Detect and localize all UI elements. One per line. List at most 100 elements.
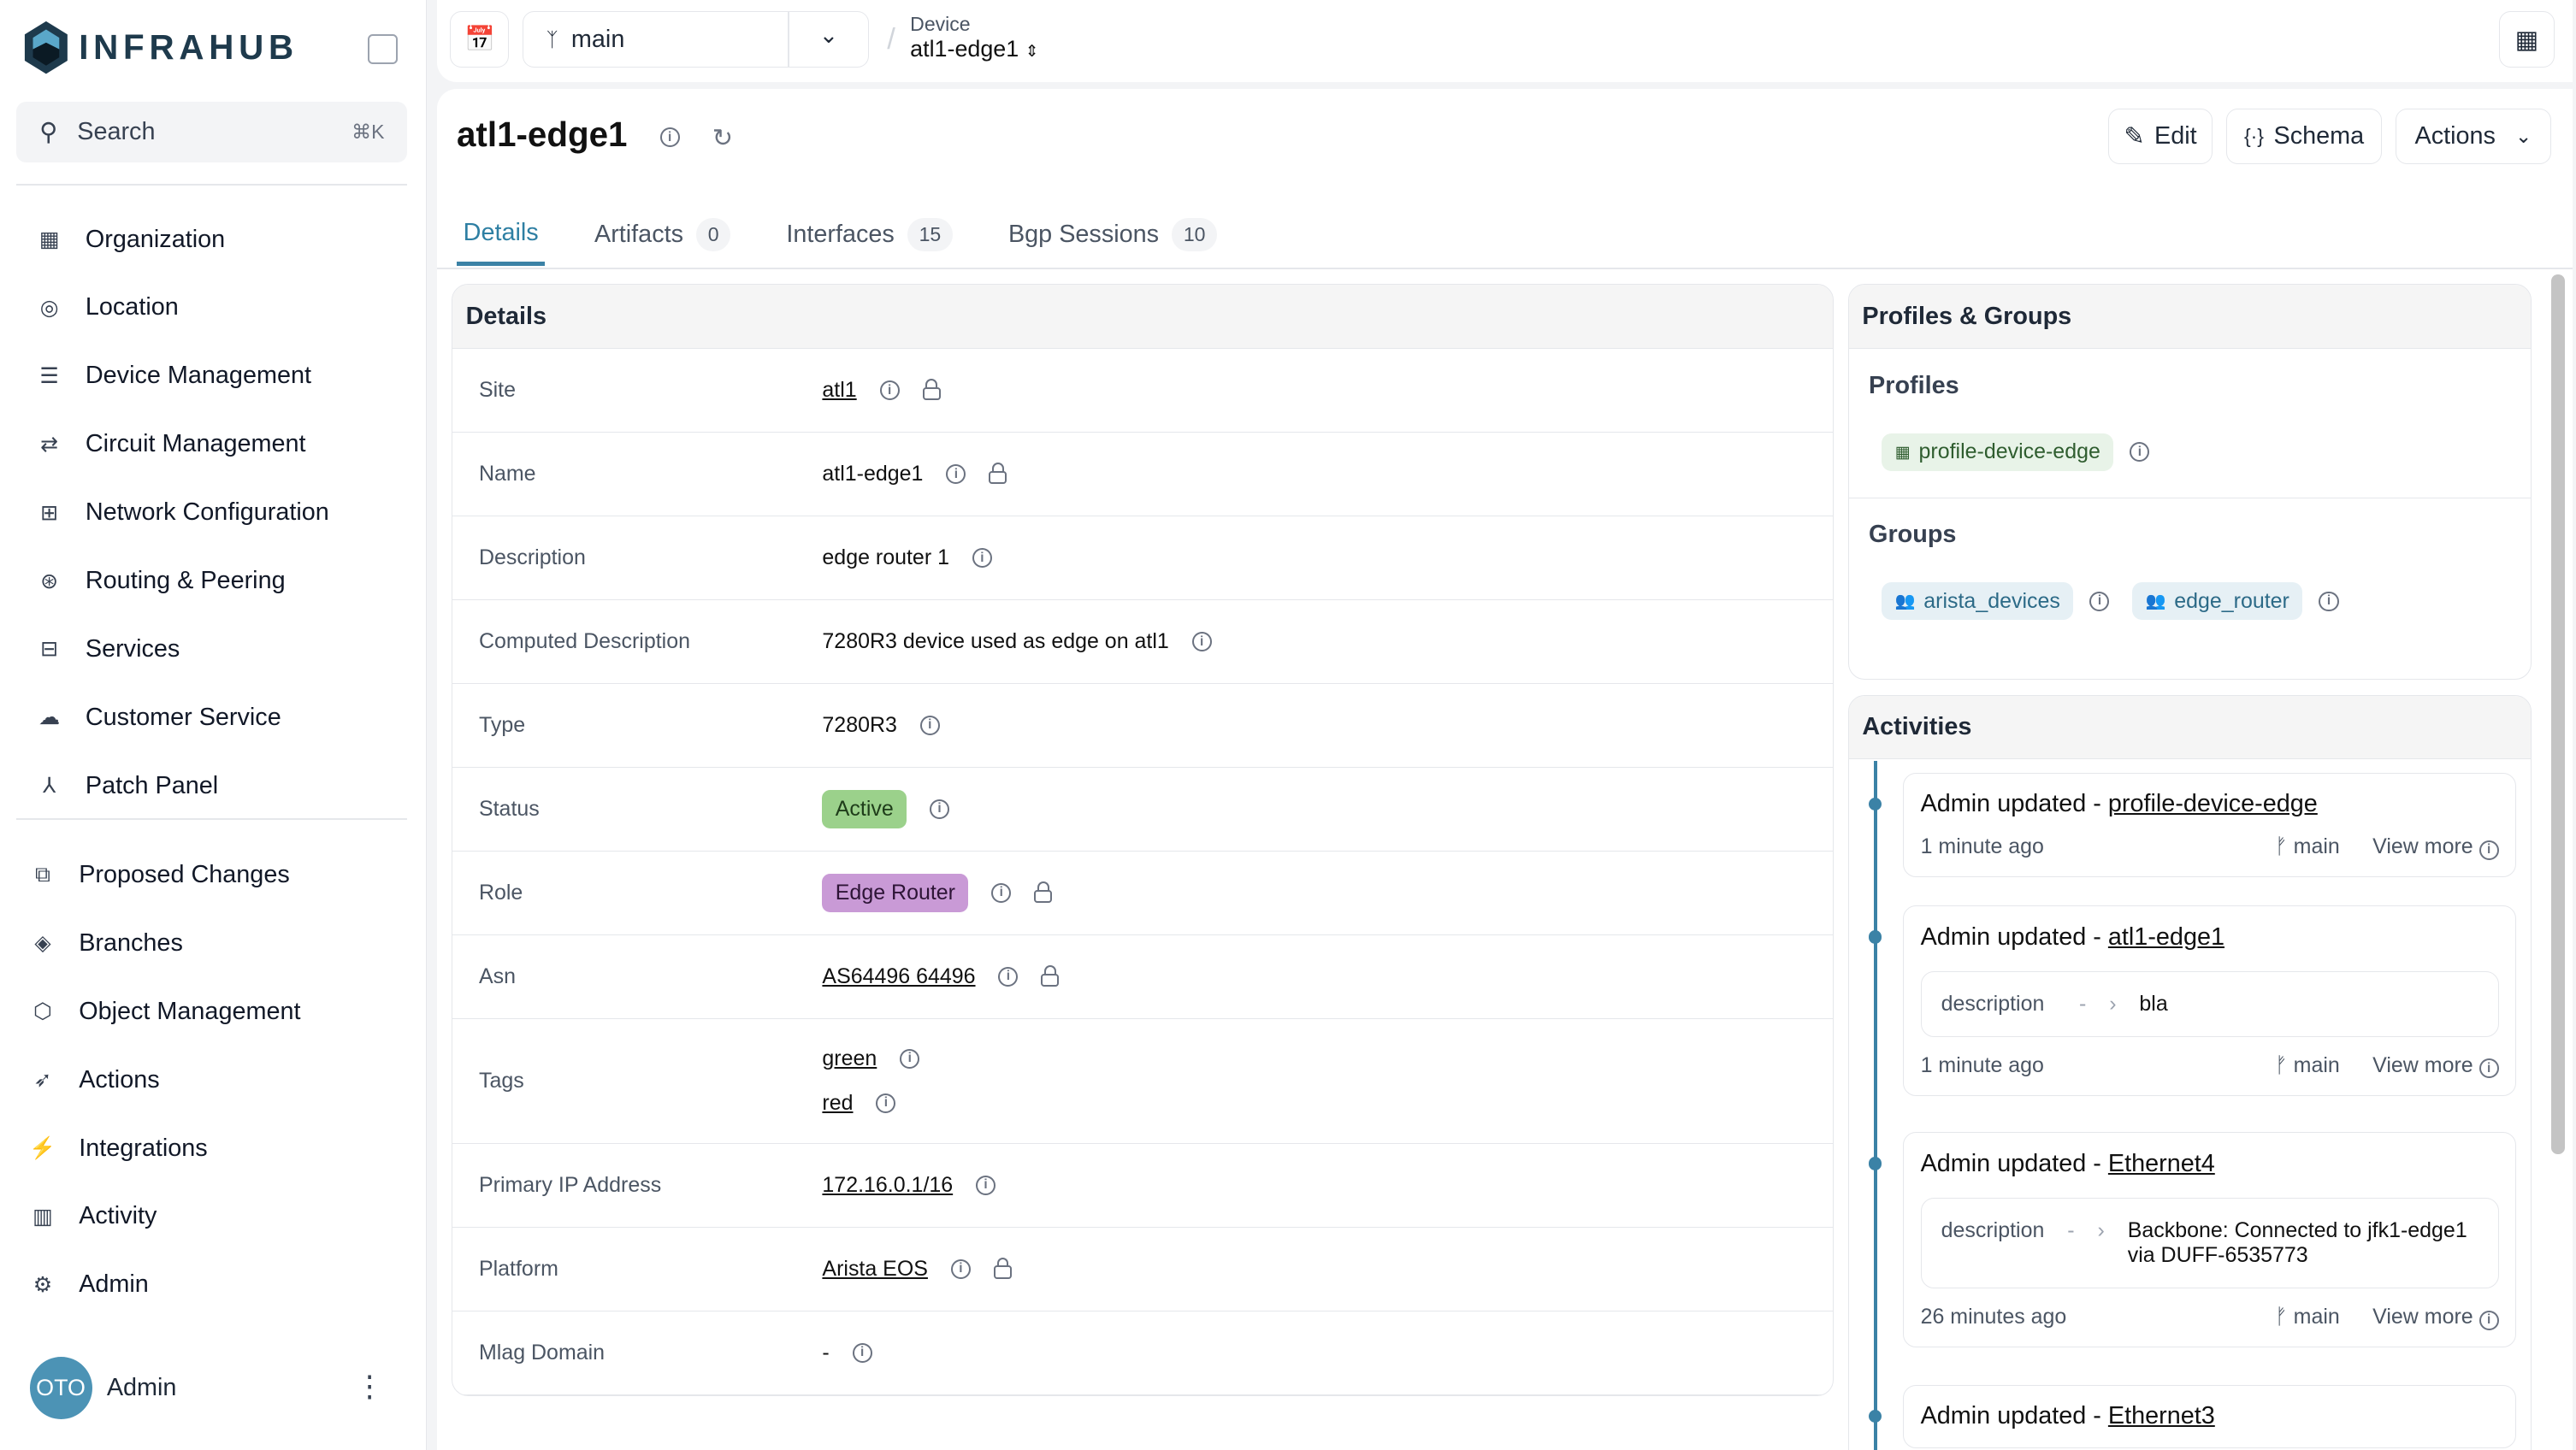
view-more-link[interactable]: View more i [2372, 1305, 2499, 1330]
collapse-sidebar-icon[interactable] [368, 34, 398, 64]
info-icon[interactable]: i [2479, 1310, 2499, 1330]
info-icon[interactable]: i [950, 1258, 971, 1279]
profile-chip[interactable]: ▦ profile-device-edge [1882, 433, 2114, 471]
tab-details[interactable]: Details [457, 203, 546, 267]
profiles-label: Profiles [1869, 372, 1959, 400]
tab-artifacts[interactable]: Artifacts 0 [588, 203, 736, 266]
info-icon[interactable]: i [2479, 1058, 2499, 1079]
sidebar-item-admin[interactable]: ⚙ Admin [30, 1251, 428, 1319]
field-value[interactable]: 172.16.0.1/16 [822, 1172, 954, 1197]
detail-row-primary-ip-address: Primary IP Address 172.16.0.1/16 i [452, 1144, 1833, 1228]
building-icon: ▦ [38, 227, 60, 252]
sidebar-item-location[interactable]: ◎ Location [36, 274, 427, 342]
apps-button[interactable]: ▦ [2498, 11, 2555, 68]
sidebar-item-proposed-changes[interactable]: ⧉ Proposed Changes [30, 841, 428, 910]
info-icon[interactable]: i [930, 799, 950, 819]
sidebar-item-routing-peering[interactable]: ⊛ Routing & Peering [36, 547, 427, 616]
users-icon: 👥 [1894, 592, 1916, 611]
field-label: Computed Description [478, 629, 690, 654]
view-more-link[interactable]: View more i [2372, 1053, 2499, 1079]
sidebar-item-organization[interactable]: ▦ Organization [36, 205, 427, 274]
activity-target-link[interactable]: atl1-edge1 [2107, 922, 2224, 951]
info-icon[interactable]: i [2089, 591, 2110, 611]
activity-target-link[interactable]: Ethernet4 [2107, 1149, 2215, 1177]
search-shortcut: ⌘K [352, 121, 385, 144]
detail-row-status: Status Active i [452, 768, 1833, 852]
activity-time: 26 minutes ago [1920, 1305, 2067, 1329]
object-selector[interactable]: atl1-edge1 ⇕ [910, 36, 1039, 62]
details-card-title: Details [452, 285, 1833, 350]
info-icon[interactable]: i [1191, 632, 1212, 652]
info-icon[interactable]: i [876, 1093, 896, 1113]
tag-link[interactable]: green [822, 1046, 877, 1070]
chevron-down-icon[interactable]: ⌄ [818, 21, 839, 48]
branch-selector[interactable]: ᛉ main ⌄ [522, 11, 870, 68]
info-icon[interactable]: i [991, 882, 1012, 903]
detail-row-asn: Asn AS64496 64496 i [452, 935, 1833, 1019]
sidebar-item-label: Patch Panel [85, 771, 219, 799]
sidebar-item-circuit-management[interactable]: ⇄ Circuit Management [36, 410, 427, 479]
arrow-right-icon: › [2097, 1217, 2105, 1242]
network-icon: ⊞ [40, 500, 59, 525]
sidebar-item-label: Organization [85, 225, 226, 253]
sidebar-item-services[interactable]: ⊟ Services [36, 616, 427, 684]
activity-target-link[interactable]: Ethernet3 [2107, 1402, 2215, 1430]
field-label: Tags [478, 1068, 524, 1093]
logo[interactable]: INFRAHUB [23, 20, 298, 75]
info-icon[interactable]: i [2479, 840, 2499, 860]
info-icon[interactable]: i [659, 127, 680, 148]
tab-label: Details [463, 218, 539, 246]
scrollbar[interactable] [2551, 274, 2565, 1155]
profile-icon: ▦ [1894, 443, 1911, 462]
group-chip[interactable]: 👥 edge_router [2132, 581, 2303, 621]
field-value[interactable]: AS64496 64496 [822, 964, 976, 988]
info-icon[interactable]: i [852, 1342, 872, 1363]
field-value[interactable]: atl1 [822, 378, 857, 403]
more-vertical-icon[interactable]: ⋮ [354, 1370, 385, 1404]
sidebar-item-branches[interactable]: ◈ Branches [30, 909, 428, 977]
actions-dropdown[interactable]: Actions ⌄ [2395, 108, 2552, 165]
info-icon[interactable]: i [879, 380, 900, 401]
routing-icon: ⊛ [40, 569, 59, 593]
sidebar-item-label: Object Management [79, 997, 301, 1025]
view-more-link[interactable]: View more i [2372, 834, 2499, 860]
tab-bgp-sessions[interactable]: Bgp Sessions 10 [1001, 203, 1223, 266]
detail-row-name: Name atl1-edge1 i [452, 433, 1833, 517]
sidebar-item-object-management[interactable]: ⬡ Object Management [30, 977, 428, 1046]
sidebar-item-actions[interactable]: ➶ Actions [30, 1046, 428, 1114]
branch-icon: ᛉ [546, 27, 558, 50]
timeline-dot [1869, 797, 1882, 810]
time-travel-button[interactable]: 📅 [450, 11, 510, 68]
info-icon[interactable]: i [946, 464, 966, 485]
info-icon[interactable]: i [972, 548, 992, 569]
group-chip[interactable]: 👥 arista_devices [1882, 581, 2074, 621]
info-icon[interactable]: i [2319, 591, 2339, 611]
tab-count-badge: 10 [1172, 218, 1217, 251]
info-icon[interactable]: i [976, 1175, 996, 1195]
breadcrumb-kind[interactable]: Device [910, 13, 971, 36]
activity-target-link[interactable]: profile-device-edge [2107, 790, 2318, 817]
tab-interfaces[interactable]: Interfaces 15 [780, 203, 960, 266]
field-value[interactable]: Arista EOS [822, 1256, 928, 1281]
field-label: Status [478, 796, 540, 821]
search-input[interactable]: ⚲ Search ⌘K [16, 102, 408, 163]
info-icon[interactable]: i [2130, 442, 2150, 463]
info-icon[interactable]: i [998, 966, 1019, 987]
info-icon[interactable]: i [919, 715, 940, 735]
sidebar-item-customer-service[interactable]: ☁ Customer Service [36, 683, 427, 752]
schema-button[interactable]: {·} Schema [2225, 108, 2383, 165]
refresh-icon[interactable]: ↻ [712, 125, 733, 153]
info-icon[interactable]: i [900, 1048, 920, 1069]
tag-link[interactable]: red [822, 1090, 854, 1115]
sidebar-item-label: Location [85, 293, 179, 321]
detail-row-type: Type 7280R3 i [452, 684, 1833, 768]
detail-row-site: Site atl1 i [452, 349, 1833, 433]
sidebar-item-network-configuration[interactable]: ⊞ Network Configuration [36, 479, 427, 547]
sidebar-item-integrations[interactable]: ⚡ Integrations [29, 1114, 428, 1182]
sidebar-item-device-management[interactable]: ☰ Device Management [36, 342, 427, 410]
lock-icon [922, 379, 941, 401]
sidebar-item-activity[interactable]: ▥ Activity [30, 1182, 428, 1251]
edit-button[interactable]: ✎ Edit [2107, 108, 2213, 165]
user-menu[interactable]: OTO Admin [29, 1356, 176, 1419]
sidebar-item-patch-panel[interactable]: ⅄ Patch Panel [36, 752, 427, 820]
